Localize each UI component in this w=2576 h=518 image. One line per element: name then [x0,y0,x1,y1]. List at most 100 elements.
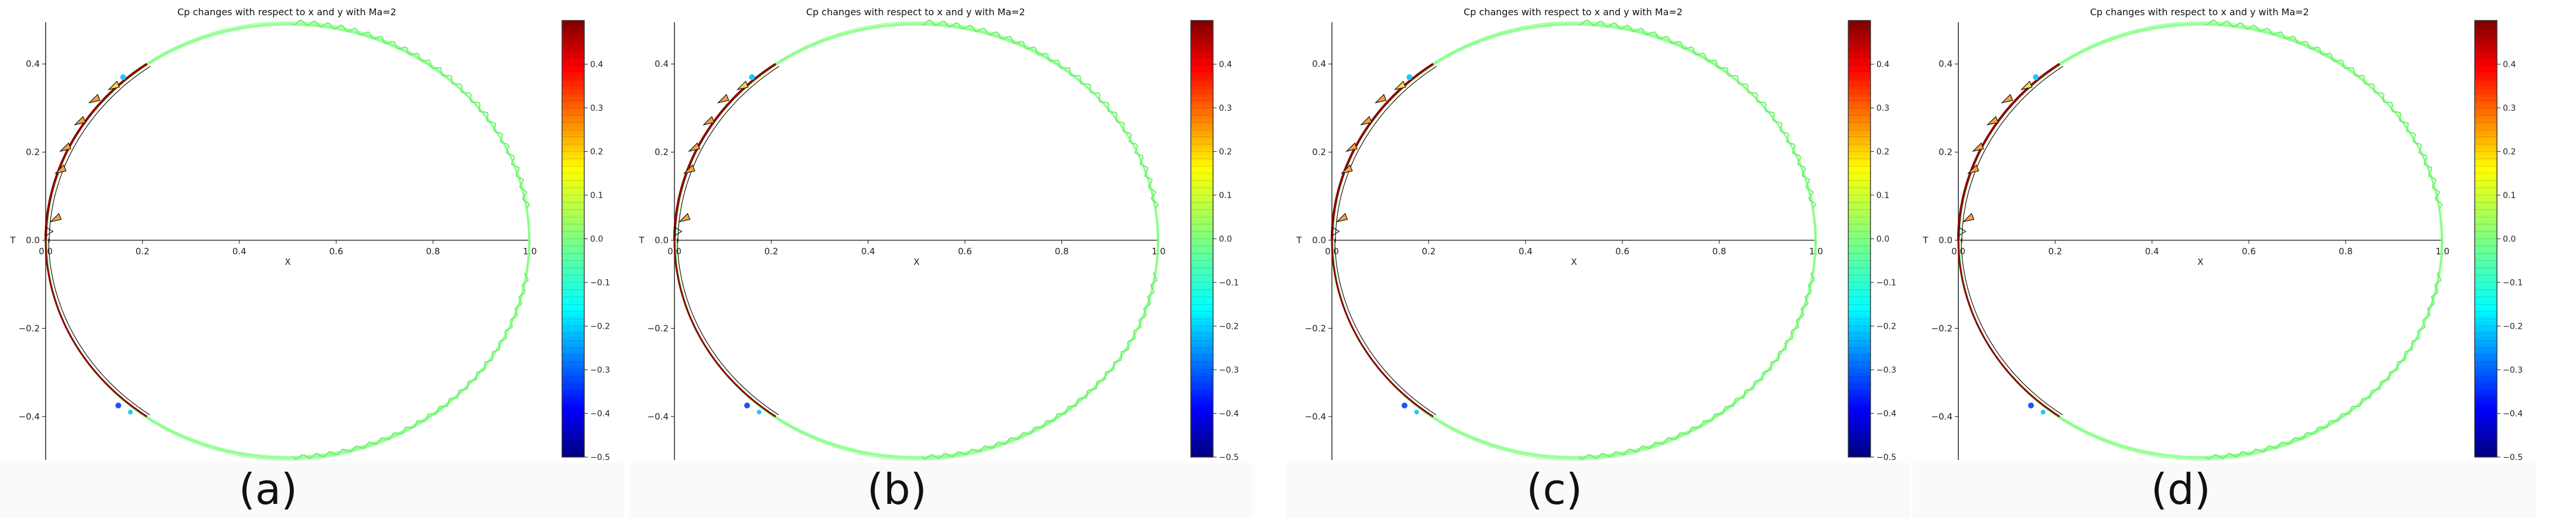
y-tick-label: −0.2 [19,323,40,333]
y-axis-label: T [638,235,645,246]
y-tick-label: 0.0 [1312,235,1326,246]
contour-black-top [677,66,780,243]
contour-red-bottom [44,240,148,418]
x-tick-label: 0.8 [1712,246,1727,257]
colorbar-tick-label: −0.4 [1219,410,1239,419]
contour-wavy-bottom [1578,272,1815,460]
colorbar-tick-label: −0.5 [2503,453,2523,462]
colorbar-tick-label: 0.4 [590,60,603,70]
colorbar-tick-label: −0.3 [1219,366,1239,375]
contour-black-bottom [677,238,779,415]
y-tick-label: −0.4 [1931,411,1952,422]
colorbar [1848,20,1871,458]
y-tick-label: 0.2 [26,147,40,158]
colorbar-tick-label: 0.4 [1219,60,1232,70]
contour-cyan-spot [1406,74,1413,80]
colorbar-tick-label: −0.1 [1876,278,1896,288]
y-axis-label: T [1922,235,1928,246]
colorbar-tick-label: −0.1 [590,278,610,288]
x-tick-label: 0.6 [329,246,343,257]
y-tick-label: 0.2 [1312,147,1326,158]
contour-patch [88,94,101,104]
colorbar-tick-label: 0.4 [1876,60,1889,70]
colorbar-tick-label: 0.2 [1219,148,1232,157]
contour-cyan-spot [1414,410,1419,415]
chart-panel: Cp changes with respect to x and y with … [1913,6,2537,518]
y-tick-label: 0.0 [655,235,669,246]
chart-panel: Cp changes with respect to x and y with … [0,6,624,518]
contour-patch [74,115,86,125]
contour-cyan-spot [756,410,762,415]
colorbar-tick-label: 0.3 [590,104,603,113]
y-tick-label: 0.2 [1938,147,1952,158]
x-axis-label: X [1571,257,1577,267]
contour-patch [45,226,54,237]
y-tick-label: −0.2 [1931,323,1952,333]
contour-patch [683,164,696,174]
colorbar-tick-label: 0.3 [2503,104,2516,113]
colorbar-tick-label: 0.3 [1876,104,1889,113]
contour-black-top [1335,66,1437,243]
y-axis-label: T [9,235,16,246]
contour-patch [1340,164,1353,174]
colorbar-tick-label: −0.3 [2503,366,2523,375]
y-tick-label: 0.0 [1938,235,1952,246]
caption-band [629,463,1253,518]
colorbar-tick-label: 0.1 [590,191,603,200]
contour-cyan-spot [120,74,126,80]
contour-black-bottom [1334,238,1437,415]
contour-patch [1331,226,1340,237]
contour-patch [1393,80,1406,90]
contour-patch [54,164,67,174]
contour-wavy-top [1578,19,1817,209]
caption-band [1913,463,2537,518]
contour-patch [1962,213,1975,223]
contour-blue-spot [1402,403,1408,408]
contour-patch [107,80,120,90]
panel-caption: (d) [2151,465,2211,514]
y-tick-label: 0.0 [26,235,40,246]
x-tick-label: 0.8 [426,246,440,257]
contour-line [1959,21,2442,461]
colorbar-tick-label: 0.1 [1876,191,1889,200]
panel-caption: (a) [239,465,297,514]
contour-wavy-top [2205,19,2443,209]
x-tick-label: 0.2 [2048,246,2062,257]
y-axis-label: T [1296,235,1302,246]
contour-wavy-bottom [921,272,1158,460]
x-tick-label: 0.4 [2145,246,2159,257]
colorbar-tick-label: −0.2 [590,322,610,332]
colorbar-tick-label: 0.0 [1876,235,1889,244]
caption-band [0,463,624,518]
contour-patch [674,226,683,237]
chart-panel: Cp changes with respect to x and y with … [629,6,1253,518]
colorbar-tick-label: −0.2 [2503,322,2523,332]
x-tick-label: 0.8 [2339,246,2353,257]
contour-cyan-spot [749,74,755,80]
colorbar-tick-label: 0.4 [2503,60,2516,70]
colorbar-tick-label: 0.3 [1219,104,1232,113]
contour-patch [49,213,62,223]
contour-patch [1972,142,1984,152]
y-tick-label: −0.4 [1305,411,1326,422]
contour-blue-spot [2028,403,2034,408]
contour-patch [1986,115,1999,125]
contour-line [675,21,1158,461]
colorbar-tick-label: −0.2 [1876,322,1896,332]
contour-patch [703,115,715,125]
x-axis-label: X [2197,257,2203,267]
colorbar [1190,20,1214,458]
colorbar-tick-label: −0.5 [1219,453,1239,462]
y-tick-label: 0.4 [655,59,669,69]
colorbar-tick-label: −0.4 [2503,410,2523,419]
y-tick-label: 0.4 [1312,59,1326,69]
panel-caption: (b) [867,465,927,514]
y-tick-label: −0.4 [19,411,40,422]
colorbar-tick-label: 0.2 [1876,148,1889,157]
leading-edge-contours [1957,63,2064,418]
colorbar-tick-label: −0.3 [1876,366,1896,375]
x-tick-label: 0.6 [958,246,972,257]
contour-black-bottom [1961,238,2063,415]
contour-black-top [49,66,151,243]
